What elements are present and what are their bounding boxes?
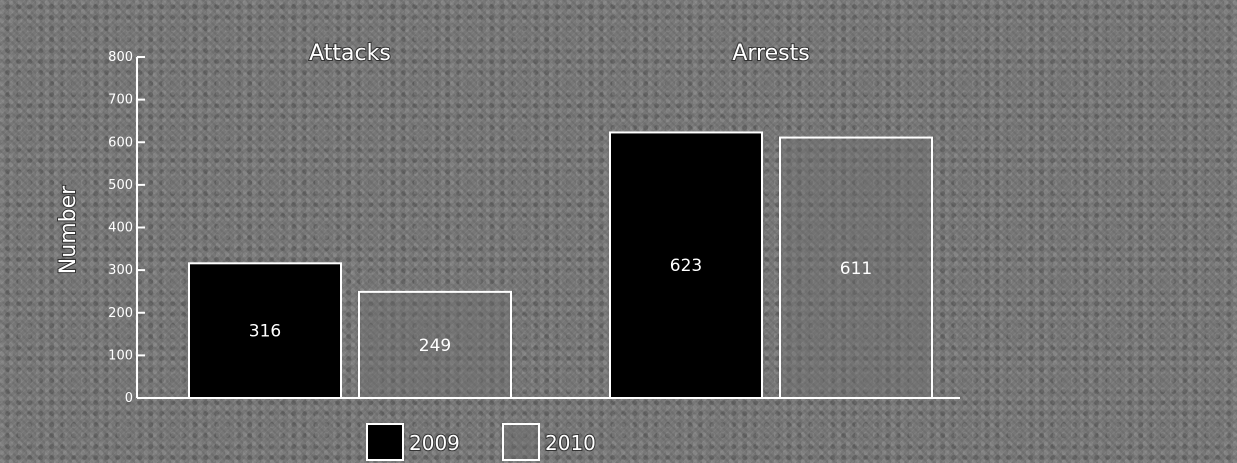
legend-label-2009: 2009 — [409, 431, 460, 455]
legend-label-2010: 2010 — [545, 431, 596, 455]
bar-attacks-2009 — [188, 262, 342, 399]
category-label-arrests: Arrests — [732, 41, 809, 66]
y-tick-label: 800 — [108, 50, 133, 65]
y-tick-label: 600 — [108, 135, 133, 150]
bar-arrests-2010 — [779, 136, 933, 399]
bars: 316 249 623 611 — [188, 131, 933, 399]
data-label: 249 — [419, 336, 451, 356]
y-tick-label: 700 — [108, 93, 133, 108]
data-label: 316 — [249, 322, 281, 342]
y-tick-label: 0 — [125, 391, 133, 406]
y-tick-label: 400 — [108, 221, 133, 236]
y-tick-label: 500 — [108, 178, 133, 193]
category-labels: Attacks Arrests — [308, 40, 811, 67]
y-axis: 0 100 200 300 400 500 600 700 800 — [108, 50, 145, 406]
y-tick-label: 200 — [108, 306, 133, 321]
legend-swatch-2009 — [366, 423, 404, 461]
y-tick-label: 100 — [108, 348, 133, 363]
y-tick-label: 300 — [108, 263, 133, 278]
category-label-attacks: Attacks — [309, 41, 391, 66]
bar-attacks-2010 — [358, 290, 512, 399]
data-label: 611 — [840, 259, 872, 279]
legend-swatch-2010 — [502, 423, 540, 461]
legend: 2009 2010 — [366, 423, 597, 461]
data-label: 623 — [670, 256, 702, 276]
y-axis-label: Number — [56, 185, 81, 274]
